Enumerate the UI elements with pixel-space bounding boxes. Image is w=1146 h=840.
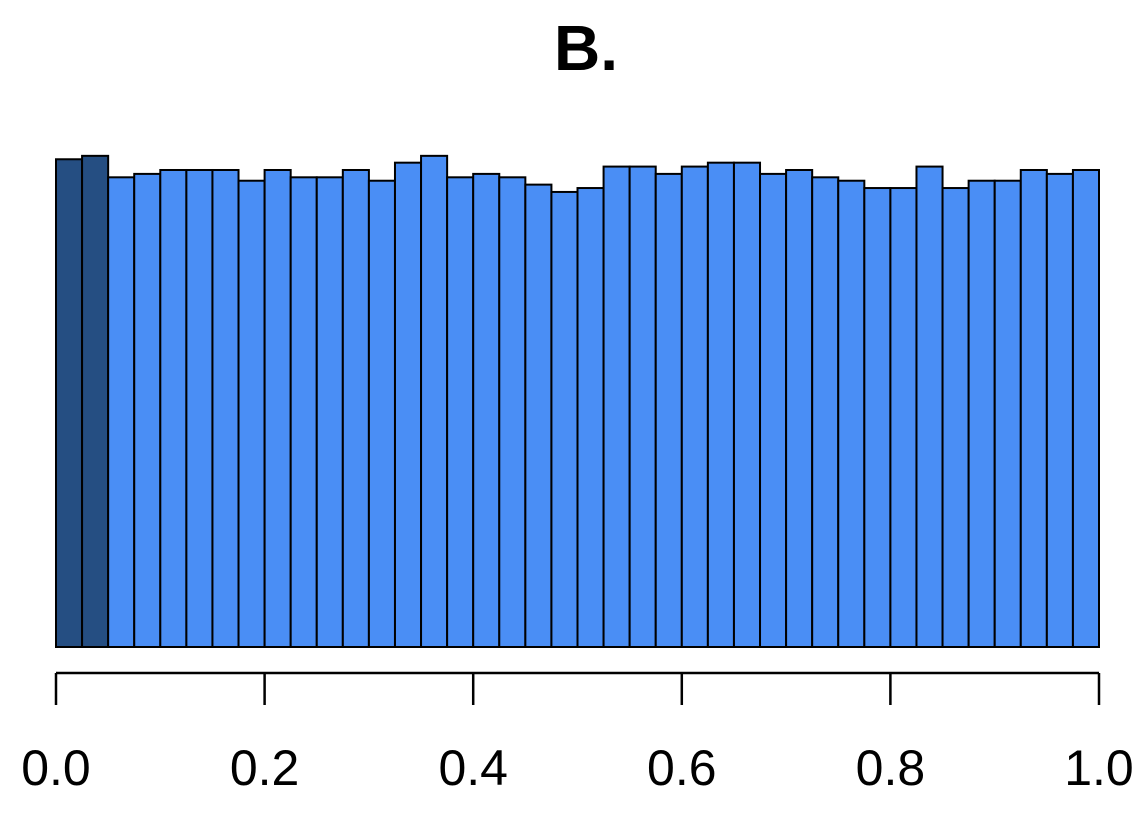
histogram-bar: [785, 168, 814, 648]
x-tick-label: 0.4: [438, 740, 508, 796]
bars-group: [55, 154, 1101, 649]
histogram-bar: [837, 179, 866, 649]
histogram-bar: [107, 176, 136, 649]
histogram-bar: [472, 172, 501, 648]
histogram-bar: [1071, 168, 1101, 648]
histogram-bar: [811, 176, 840, 649]
histogram-bar: [889, 187, 918, 649]
histogram-bar: [420, 154, 449, 648]
histogram-bar: [1019, 168, 1048, 648]
histogram-bar: [706, 161, 735, 648]
histogram-bar: [1045, 172, 1074, 648]
histogram-bar: [81, 154, 110, 648]
histogram-bar: [941, 187, 970, 649]
histogram-bar: [759, 172, 788, 648]
histogram-bar: [211, 168, 240, 648]
histogram-bar: [133, 172, 162, 648]
histogram-bar: [289, 176, 318, 649]
histogram-bar: [680, 165, 709, 648]
histogram-bar: [185, 168, 214, 648]
histogram-bar: [576, 187, 605, 649]
histogram-bar: [654, 172, 683, 648]
histogram-bar: [446, 176, 475, 649]
x-tick-label: 0.8: [856, 740, 926, 796]
histogram-bar: [915, 165, 944, 648]
x-tick-label: 1.0: [1064, 740, 1134, 796]
histogram-bar: [628, 165, 657, 648]
x-tick-label: 0.0: [21, 740, 91, 796]
histogram-bar: [602, 165, 631, 648]
histogram-bar: [863, 187, 892, 649]
chart-title: B.: [554, 12, 618, 84]
histogram-bar: [263, 168, 292, 648]
histogram-bar: [498, 176, 527, 649]
histogram-bar: [732, 161, 762, 648]
histogram-bar: [967, 179, 996, 649]
histogram-bar: [550, 190, 579, 649]
histogram-bar: [159, 168, 188, 648]
histogram-bar: [315, 176, 344, 649]
histogram-bar: [237, 179, 266, 649]
histogram-bar: [393, 161, 423, 648]
x-tick-label: 0.2: [230, 740, 300, 796]
x-axis: 0.0 0.2 0.4 0.6 0.8 1.0: [21, 671, 1134, 796]
x-tick-label: 0.6: [647, 740, 717, 796]
histogram-bar: [524, 183, 553, 649]
histogram-bar: [367, 179, 396, 649]
histogram-bar: [55, 158, 84, 648]
histogram-bar: [341, 168, 370, 648]
histogram-bar: [993, 179, 1022, 649]
